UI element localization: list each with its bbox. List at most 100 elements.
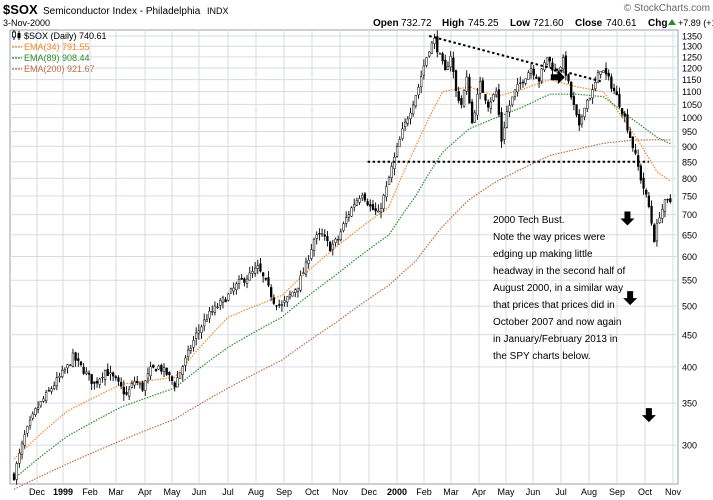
candle-body — [50, 388, 53, 392]
annotation-line-8: in January/February 2013 in — [493, 334, 618, 345]
candle-body — [586, 99, 589, 109]
price-candle — [114, 374, 117, 381]
price-candle — [85, 367, 88, 376]
candle-body — [117, 377, 120, 382]
candle-body — [213, 305, 217, 313]
y-tick-label: 900 — [682, 142, 697, 152]
candle-body — [414, 95, 417, 107]
price-candle — [55, 371, 59, 391]
price-candle — [634, 143, 637, 155]
candle-body — [524, 78, 527, 84]
candle-body — [436, 36, 439, 53]
candle-body — [28, 419, 32, 426]
price-candle — [583, 107, 586, 121]
price-candle — [669, 194, 672, 204]
price-candle — [136, 376, 139, 386]
price-candle — [446, 61, 450, 71]
candle-body — [93, 381, 96, 384]
price-candle — [77, 352, 80, 367]
candle-body — [315, 234, 318, 239]
price-candle — [240, 274, 243, 280]
price-candle — [390, 162, 393, 183]
candle-body — [176, 377, 179, 388]
candle-body — [438, 53, 442, 55]
candle-body — [253, 267, 257, 274]
candle-body — [387, 177, 391, 185]
price-candle — [44, 389, 48, 404]
candle-body — [77, 358, 80, 361]
price-candle — [599, 70, 602, 79]
legend-entry-ema34: EMA(34) 791.55 — [24, 42, 90, 52]
high-value: 745.25 — [468, 18, 499, 29]
price-candle — [618, 87, 621, 109]
price-candle — [302, 267, 305, 275]
candle-body — [444, 59, 447, 71]
price-candle — [342, 221, 345, 233]
price-candle — [31, 411, 34, 421]
price-candle — [580, 114, 584, 128]
candle-body — [470, 101, 474, 124]
price-candle — [353, 198, 356, 212]
candle-body — [417, 87, 420, 96]
price-candle — [401, 122, 404, 141]
candle-body — [296, 287, 300, 292]
price-candle — [642, 172, 645, 195]
candle-body — [345, 217, 348, 224]
price-candle — [133, 376, 136, 389]
candle-body — [642, 177, 645, 189]
price-candle — [511, 96, 514, 107]
price-candle — [503, 121, 506, 145]
price-candles — [12, 30, 672, 485]
price-candle — [189, 344, 192, 354]
price-candle — [532, 65, 535, 80]
candle-body — [133, 380, 136, 386]
candle-body — [197, 330, 200, 334]
candle-body — [628, 131, 632, 138]
price-candle — [484, 94, 487, 104]
price-candle — [275, 304, 278, 311]
candle-body — [631, 136, 634, 149]
candle-body — [612, 87, 616, 91]
price-candle — [178, 372, 182, 379]
high-label: High — [442, 18, 464, 29]
price-candle — [106, 363, 109, 376]
candle-body — [503, 127, 506, 140]
candle-body — [79, 361, 83, 366]
price-candle — [355, 197, 359, 207]
candle-body — [353, 204, 356, 208]
candle-body — [379, 208, 383, 213]
price-candle — [203, 313, 206, 332]
price-candle — [379, 202, 383, 219]
candle-body — [409, 112, 412, 119]
candle-body — [232, 287, 235, 292]
price-candle — [296, 287, 300, 298]
x-tick-label: 1999 — [53, 487, 73, 497]
price-candle — [345, 211, 348, 228]
annotation-line-4: headway in the second half of — [493, 266, 626, 277]
candle-body — [583, 107, 586, 117]
price-candle — [339, 228, 342, 242]
price-candle — [449, 51, 452, 72]
candle-body — [270, 287, 273, 298]
price-candle — [117, 375, 120, 386]
candle-body — [18, 453, 21, 464]
y-tick-label: 850 — [682, 157, 697, 167]
y-tick-label: 1000 — [682, 113, 702, 123]
price-candle — [90, 374, 93, 391]
price-candle — [82, 362, 85, 376]
candle-body — [430, 42, 434, 54]
y-tick-label: 300 — [682, 441, 697, 451]
candle-body — [235, 283, 238, 291]
candle-body — [505, 111, 509, 128]
candle-body — [36, 407, 40, 410]
candle-body — [650, 205, 653, 224]
candle-body — [31, 413, 34, 419]
candle-body — [216, 306, 219, 308]
price-candle — [478, 76, 482, 100]
low-label: Low — [510, 18, 530, 29]
price-candle — [489, 97, 492, 114]
candle-body — [425, 57, 428, 66]
candle-body — [302, 272, 305, 275]
candle-body — [398, 139, 401, 147]
